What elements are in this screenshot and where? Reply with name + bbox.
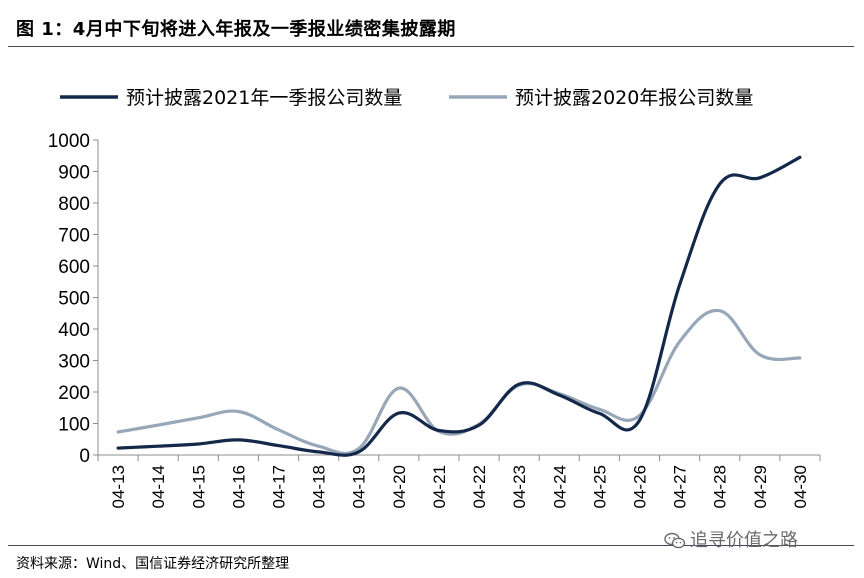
legend: 预计披露2021年一季报公司数量 预计披露2020年报公司数量 [60,87,753,109]
x-tick-label: 04-27 [671,465,690,508]
legend-label-2: 预计披露2020年报公司数量 [515,87,753,109]
watermark-text: 追寻价值之路 [690,530,798,551]
x-tick-label: 04-15 [189,465,208,508]
x-tick-label: 04-18 [310,465,329,508]
legend-label-1: 预计披露2021年一季报公司数量 [126,87,402,109]
y-tick-label: 900 [58,163,90,184]
x-tick-label: 04-24 [550,465,569,508]
x-tick-label: 04-28 [711,465,730,508]
y-tick-label: 800 [58,194,90,215]
y-tick-label: 500 [58,289,90,310]
source-note: 资料来源：Wind、国信证券经济研究所整理 [16,556,290,572]
x-tick-label: 04-25 [590,465,609,508]
y-tick-label: 700 [58,226,90,247]
x-tick-label: 04-23 [510,465,529,508]
title-rule [8,46,854,47]
wechat-icon [664,532,686,549]
y-tick-label: 1000 [48,131,90,152]
x-tick-label: 04-30 [791,465,810,508]
series-line-1 [116,155,802,457]
x-tick-label: 04-29 [751,465,770,508]
axes: 0 100 200 300 400 500 600 700 800 900 1000 04-13 04-… [48,131,821,508]
y-tick-label: 100 [58,415,90,436]
y-tick-label: 200 [58,383,90,404]
x-tick-label: 04-14 [149,465,168,508]
x-tick-label: 04-21 [430,465,449,508]
x-tick-label: 04-20 [390,465,409,508]
series-lines [116,155,802,457]
x-tick-label: 04-13 [109,465,128,508]
y-tick-label: 600 [58,257,90,278]
source-rule [8,545,854,546]
y-tick-label: 300 [58,352,90,373]
y-tick-label: 0 [79,446,90,467]
x-tick-label: 04-26 [631,465,650,508]
x-tick-label: 04-22 [470,465,489,508]
x-tick-label: 04-16 [229,465,248,508]
x-tick-label: 04-19 [350,465,369,508]
y-tick-label: 400 [58,320,90,341]
x-tick-label: 04-17 [270,465,289,508]
figure-title: 图 1：4月中下旬将进入年报及一季报业绩密集披露期 [16,19,456,40]
watermark: 追寻价值之路 [664,526,798,552]
